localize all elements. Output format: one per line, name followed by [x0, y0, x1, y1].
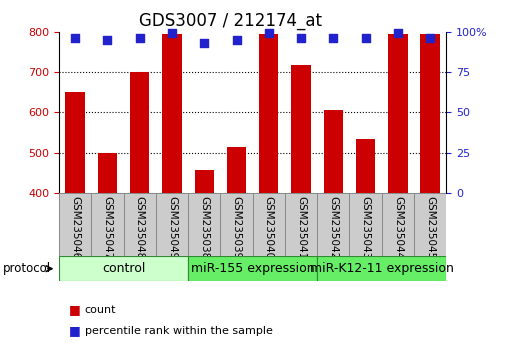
Text: GSM235045: GSM235045: [425, 196, 435, 259]
Point: [426, 35, 435, 41]
Bar: [130, 72, 149, 193]
Bar: [59, 193, 91, 257]
Bar: [59, 256, 188, 281]
Bar: [317, 193, 349, 257]
Point: [394, 31, 402, 36]
Bar: [227, 147, 246, 193]
Text: GSM235046: GSM235046: [70, 196, 80, 259]
Point: [362, 35, 370, 41]
Bar: [194, 170, 214, 193]
Bar: [124, 193, 156, 257]
Bar: [252, 193, 285, 257]
Text: percentile rank within the sample: percentile rank within the sample: [85, 326, 272, 336]
Text: miR-K12-11 expression: miR-K12-11 expression: [310, 262, 453, 275]
Bar: [188, 256, 317, 281]
Point: [200, 40, 208, 46]
Bar: [221, 193, 252, 257]
Bar: [66, 92, 85, 193]
Point: [71, 35, 79, 41]
Text: GSM235049: GSM235049: [167, 196, 177, 259]
Text: ■: ■: [69, 325, 81, 337]
Point: [135, 35, 144, 41]
Text: protocol: protocol: [3, 262, 51, 275]
Bar: [388, 34, 407, 193]
Point: [168, 31, 176, 36]
Bar: [414, 193, 446, 257]
Bar: [259, 34, 279, 193]
Bar: [324, 110, 343, 193]
Bar: [421, 34, 440, 193]
Bar: [291, 65, 311, 193]
Text: control: control: [102, 262, 145, 275]
Bar: [162, 34, 182, 193]
Bar: [97, 153, 117, 193]
Point: [103, 37, 111, 43]
Text: GDS3007 / 212174_at: GDS3007 / 212174_at: [140, 12, 322, 30]
Bar: [317, 256, 446, 281]
Bar: [356, 138, 376, 193]
Bar: [349, 193, 382, 257]
Text: GSM235047: GSM235047: [103, 196, 112, 259]
Text: GSM235038: GSM235038: [199, 196, 209, 259]
Point: [265, 31, 273, 36]
Text: GSM235040: GSM235040: [264, 196, 274, 259]
Text: GSM235039: GSM235039: [231, 196, 242, 259]
Bar: [382, 193, 414, 257]
Text: GSM235041: GSM235041: [296, 196, 306, 259]
Text: GSM235042: GSM235042: [328, 196, 339, 259]
Text: GSM235044: GSM235044: [393, 196, 403, 259]
Bar: [285, 193, 317, 257]
Point: [232, 37, 241, 43]
Point: [329, 35, 338, 41]
Text: GSM235048: GSM235048: [135, 196, 145, 259]
Text: miR-155 expression: miR-155 expression: [191, 262, 314, 275]
Text: ■: ■: [69, 303, 81, 316]
Text: count: count: [85, 305, 116, 315]
Point: [297, 35, 305, 41]
Text: GSM235043: GSM235043: [361, 196, 370, 259]
Bar: [156, 193, 188, 257]
Bar: [91, 193, 124, 257]
Bar: [188, 193, 221, 257]
